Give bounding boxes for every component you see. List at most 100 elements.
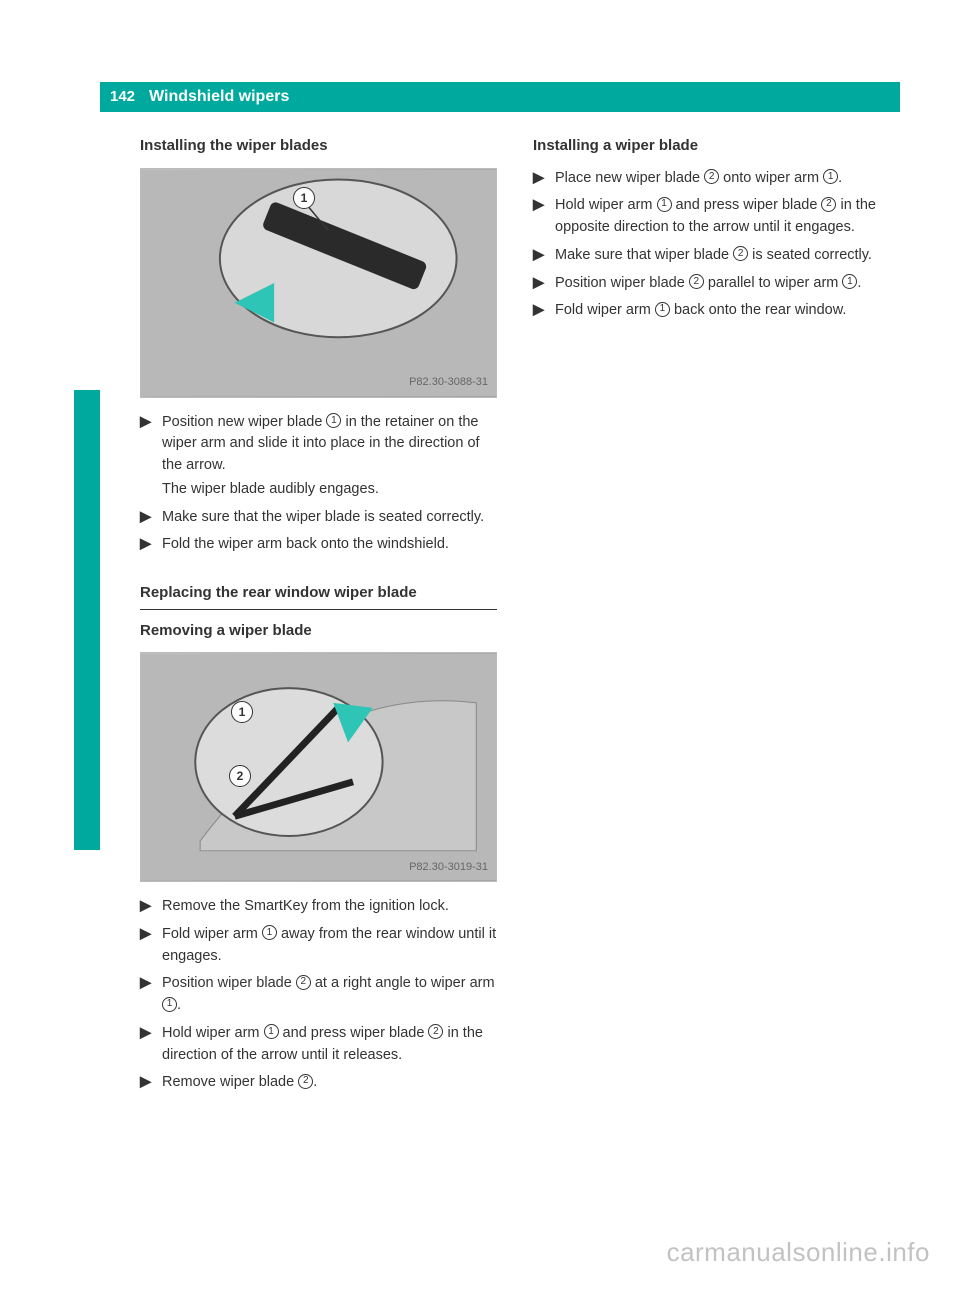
ref-circle: 1: [162, 997, 177, 1012]
step-text: Fold wiper arm: [555, 302, 655, 318]
step-text: .: [838, 170, 842, 186]
step-item: ▶ Fold the wiper arm back onto the winds…: [140, 534, 497, 558]
step-item: ▶ Hold wiper arm 1 and press wiper blade…: [533, 195, 890, 241]
step-body: Remove the SmartKey from the ignition lo…: [162, 896, 497, 920]
step-text: Remove wiper blade: [162, 1074, 298, 1090]
step-body: Position wiper blade 2 at a right angle …: [162, 973, 497, 1019]
heading-installing-wiper-blade: Installing a wiper blade: [533, 135, 890, 158]
step-text: at a right angle to wiper arm: [311, 975, 495, 991]
left-column: Installing the wiper blades 1 P82.30-308…: [140, 135, 497, 1100]
step-text: Position wiper blade: [162, 975, 296, 991]
step-body: Hold wiper arm 1 and press wiper blade 2…: [555, 195, 890, 241]
step-text: and press wiper blade: [279, 1025, 429, 1041]
step-item: ▶ Position wiper blade 2 at a right angl…: [140, 973, 497, 1019]
step-marker-icon: ▶: [533, 245, 555, 267]
step-body: Fold wiper arm 1 back onto the rear wind…: [555, 300, 890, 324]
figure-label: P82.30-3019-31: [409, 859, 488, 876]
heading-replacing-rear-wiper: Replacing the rear window wiper blade: [140, 582, 497, 610]
step-text: Hold wiper arm: [162, 1025, 264, 1041]
ref-circle: 2: [296, 975, 311, 990]
step-marker-icon: ▶: [140, 1023, 162, 1045]
step-marker-icon: ▶: [140, 1072, 162, 1094]
step-text: Make sure that wiper blade: [555, 247, 733, 263]
figure-label: P82.30-3088-31: [409, 374, 488, 391]
step-item: ▶ Position wiper blade 2 parallel to wip…: [533, 273, 890, 297]
step-text: Make sure that the wiper blade is seated…: [162, 507, 497, 529]
step-text: Place new wiper blade: [555, 170, 704, 186]
heading-removing-wiper-blade: Removing a wiper blade: [140, 620, 497, 643]
step-body: Position wiper blade 2 parallel to wiper…: [555, 273, 890, 297]
section-vertical-label: Lights and windshield wipers: [72, 585, 99, 850]
step-text: back onto the rear window.: [670, 302, 847, 318]
step-body: Remove wiper blade 2.: [162, 1072, 497, 1096]
ref-circle: 1: [262, 925, 277, 940]
step-marker-icon: ▶: [533, 300, 555, 322]
figure-rear-wiper-svg: [141, 653, 496, 881]
step-text: .: [857, 275, 861, 291]
step-marker-icon: ▶: [140, 896, 162, 918]
step-item: ▶ Position new wiper blade 1 in the reta…: [140, 412, 497, 503]
ref-circle: 2: [428, 1024, 443, 1039]
page-number: 142: [100, 86, 149, 109]
ref-circle: 1: [326, 413, 341, 428]
step-text: .: [177, 997, 181, 1013]
step-text: parallel to wiper arm: [704, 275, 843, 291]
ref-circle: 2: [733, 246, 748, 261]
step-text: Hold wiper arm: [555, 197, 657, 213]
step-item: ▶ Hold wiper arm 1 and press wiper blade…: [140, 1023, 497, 1069]
step-marker-icon: ▶: [533, 195, 555, 217]
step-marker-icon: ▶: [140, 507, 162, 529]
ref-circle: 1: [823, 169, 838, 184]
step-body: Place new wiper blade 2 onto wiper arm 1…: [555, 168, 890, 192]
ref-circle: 2: [689, 274, 704, 289]
step-body: Fold the wiper arm back onto the windshi…: [162, 534, 497, 558]
ref-circle: 2: [821, 197, 836, 212]
ref-circle: 1: [657, 197, 672, 212]
figure-callout-1: 1: [231, 701, 253, 723]
step-item: ▶ Place new wiper blade 2 onto wiper arm…: [533, 168, 890, 192]
step-text: Fold the wiper arm back onto the windshi…: [162, 534, 497, 556]
ref-circle: 2: [704, 169, 719, 184]
ref-circle: 2: [298, 1074, 313, 1089]
step-text: Fold wiper arm: [162, 926, 262, 942]
step-marker-icon: ▶: [140, 412, 162, 434]
step-text: onto wiper arm: [719, 170, 823, 186]
step-item: ▶ Make sure that wiper blade 2 is seated…: [533, 245, 890, 269]
step-marker-icon: ▶: [533, 273, 555, 295]
ref-circle: 1: [842, 274, 857, 289]
step-item: ▶ Fold wiper arm 1 away from the rear wi…: [140, 924, 497, 970]
step-item: ▶ Fold wiper arm 1 back onto the rear wi…: [533, 300, 890, 324]
step-text: Position new wiper blade: [162, 414, 326, 430]
ref-circle: 1: [655, 302, 670, 317]
step-text: Position wiper blade: [555, 275, 689, 291]
ref-circle: 1: [264, 1024, 279, 1039]
figure-callout-1: 1: [293, 187, 315, 209]
step-marker-icon: ▶: [140, 534, 162, 556]
figure-callout-2: 2: [229, 765, 251, 787]
figure-rear-wiper: 1 2 P82.30-3019-31: [140, 652, 497, 882]
figure-front-wiper-svg: [141, 169, 496, 397]
watermark-text: carmanualsonline.info: [667, 1233, 930, 1272]
right-column: Installing a wiper blade ▶ Place new wip…: [533, 135, 890, 1100]
step-item: ▶ Remove wiper blade 2.: [140, 1072, 497, 1096]
step-note: The wiper blade audibly engages.: [162, 479, 497, 501]
page-title: Windshield wipers: [149, 85, 289, 109]
step-body: Fold wiper arm 1 away from the rear wind…: [162, 924, 497, 970]
figure-front-wiper: 1 P82.30-3088-31: [140, 168, 497, 398]
step-text: Remove the SmartKey from the ignition lo…: [162, 896, 497, 918]
step-marker-icon: ▶: [140, 973, 162, 995]
step-body: Position new wiper blade 1 in the retain…: [162, 412, 497, 503]
step-body: Hold wiper arm 1 and press wiper blade 2…: [162, 1023, 497, 1069]
heading-installing-wiper-blades: Installing the wiper blades: [140, 135, 497, 158]
step-item: ▶ Make sure that the wiper blade is seat…: [140, 507, 497, 531]
step-body: Make sure that the wiper blade is seated…: [162, 507, 497, 531]
step-marker-icon: ▶: [140, 924, 162, 946]
step-text: .: [313, 1074, 317, 1090]
step-marker-icon: ▶: [533, 168, 555, 190]
step-text: is seated correctly.: [748, 247, 872, 263]
step-text: and press wiper blade: [672, 197, 822, 213]
step-body: Make sure that wiper blade 2 is seated c…: [555, 245, 890, 269]
content-area: Installing the wiper blades 1 P82.30-308…: [140, 135, 890, 1100]
step-item: ▶ Remove the SmartKey from the ignition …: [140, 896, 497, 920]
page-header: 142 Windshield wipers: [100, 82, 900, 112]
